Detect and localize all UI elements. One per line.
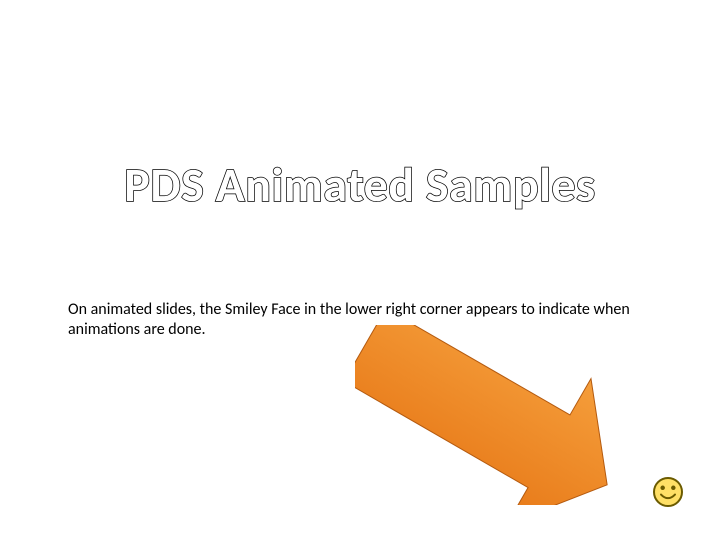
pointer-arrow (355, 325, 665, 505)
slide-title: PDS Animated Samples (0, 155, 720, 214)
smiley-svg (651, 475, 685, 509)
smiley-face-icon (651, 475, 685, 509)
slide: PDS Animated Samples On animated slides,… (0, 0, 720, 540)
arrow-icon (355, 325, 665, 505)
